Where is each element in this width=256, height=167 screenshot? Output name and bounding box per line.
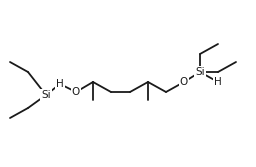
Text: H: H bbox=[56, 79, 64, 89]
Text: O: O bbox=[180, 77, 188, 87]
Text: Si: Si bbox=[41, 90, 51, 100]
Text: O: O bbox=[72, 87, 80, 97]
Text: Si: Si bbox=[195, 67, 205, 77]
Text: H: H bbox=[214, 77, 222, 87]
